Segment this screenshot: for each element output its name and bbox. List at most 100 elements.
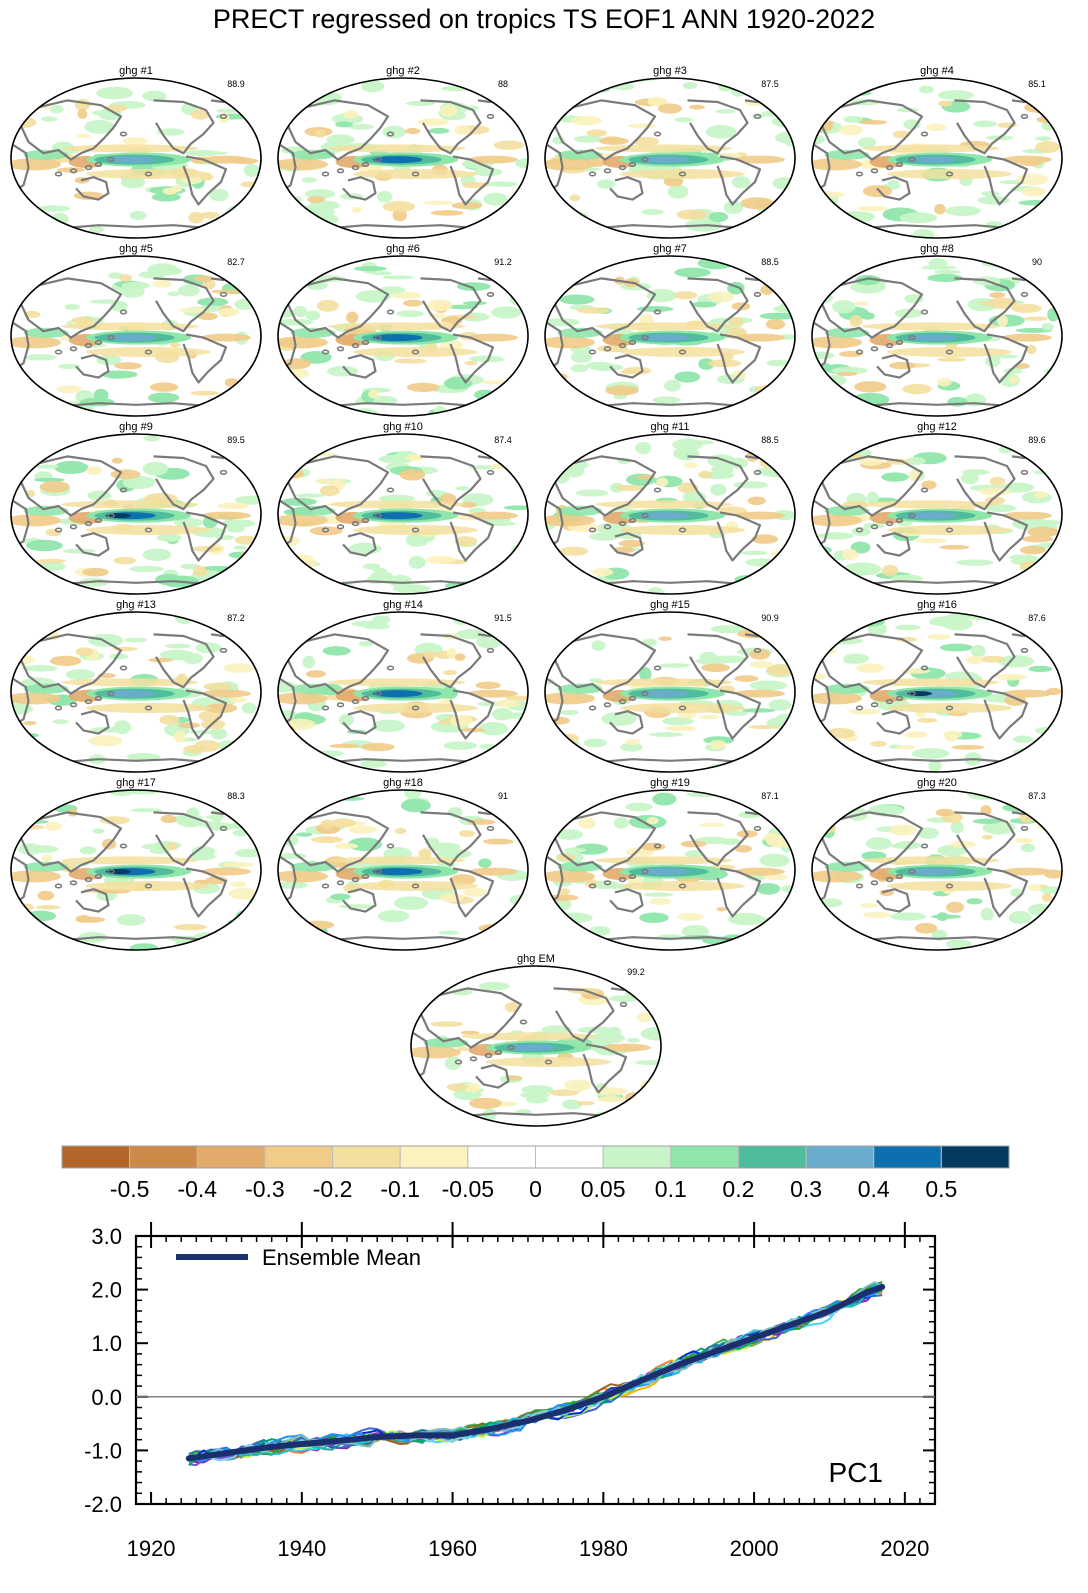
coastlines: [12, 798, 233, 942]
colorbar-label: 0.05: [581, 1176, 626, 1202]
x-tick-label: 1920: [127, 1536, 176, 1561]
coastlines: [546, 620, 767, 764]
map-score: 87.2: [227, 613, 245, 623]
colorbar-label: 0.3: [790, 1176, 822, 1202]
map-score: 82.7: [227, 257, 245, 267]
colorbar-label: -0.5: [110, 1176, 150, 1202]
map-title: ghg #10: [383, 421, 423, 433]
map-panel: ghg #20 87.3: [811, 777, 1063, 951]
colorbar-label: 0: [529, 1176, 542, 1202]
map-title: ghg #9: [119, 421, 153, 433]
precip-field: [545, 612, 795, 772]
map-panel: ghg #8 90: [811, 243, 1063, 417]
x-tick-label: 2000: [730, 1536, 779, 1561]
map-title: ghg #6: [386, 243, 420, 255]
coastlines: [412, 974, 633, 1118]
colorbar-label: -0.1: [380, 1176, 420, 1202]
map-title: ghg #1: [119, 65, 153, 77]
colorbar-label: -0.3: [245, 1176, 285, 1202]
colorbar-label: 0.5: [925, 1176, 957, 1202]
map-title: ghg #17: [116, 777, 156, 789]
map-score: 88.5: [761, 257, 779, 267]
y-tick-label: 2.0: [91, 1278, 122, 1303]
precip-field: [11, 434, 261, 589]
y-tick-label: 0.0: [91, 1385, 122, 1410]
map-panel: ghg #9 89.5: [10, 421, 262, 595]
map-score: 89.6: [1028, 435, 1046, 445]
colorbar-swatch: [332, 1145, 401, 1169]
map-panel: ghg #19 87.1: [544, 777, 796, 951]
x-tick-label: 2020: [880, 1536, 929, 1561]
colorbar-label: -0.05: [442, 1176, 494, 1202]
map-title: ghg #8: [920, 243, 954, 255]
map-score: 90.9: [761, 613, 779, 623]
map-border: [811, 611, 1063, 773]
map-panel: ghg EM 99.2: [410, 953, 662, 1127]
map-border: [811, 433, 1063, 595]
precip-field: [278, 256, 528, 416]
map-border: [10, 77, 262, 239]
colorbar-swatch: [805, 1145, 875, 1169]
y-tick-label: -2.0: [84, 1492, 122, 1517]
map-title: ghg EM: [517, 953, 555, 965]
map-border: [277, 433, 529, 595]
map-score: 88.5: [761, 435, 779, 445]
precip-field: [545, 78, 795, 232]
map-border: [410, 965, 662, 1127]
map-panel: ghg #3 87.5: [544, 65, 796, 239]
map-border: [811, 77, 1063, 239]
colorbar-swatch: [399, 1145, 469, 1169]
map-score: 91: [498, 791, 508, 801]
map-score: 87.5: [761, 79, 779, 89]
y-tick-label: 3.0: [91, 1224, 122, 1249]
map-title: ghg #5: [119, 243, 153, 255]
map-title: ghg #13: [116, 599, 156, 611]
map-score: 88.3: [227, 791, 245, 801]
x-tick-label: 1980: [579, 1536, 628, 1561]
x-tick-label: 1960: [428, 1536, 477, 1561]
map-panel: ghg #14 91.5: [277, 599, 529, 773]
map-panel: ghg #4 85.1: [811, 65, 1063, 239]
map-panel: ghg #6 91.2: [277, 243, 529, 417]
map-title: ghg #3: [653, 65, 687, 77]
colorbar-swatch: [196, 1145, 266, 1169]
map-score: 89.5: [227, 435, 245, 445]
map-panel: ghg #2 88: [277, 65, 529, 239]
pc1-annotation: PC1: [829, 1457, 883, 1488]
map-score: 87.6: [1028, 613, 1046, 623]
map-panel: ghg #15 90.9: [544, 599, 796, 773]
map-border: [277, 611, 529, 773]
colorbar-label: -0.2: [313, 1176, 353, 1202]
map-panel: ghg #13 87.2: [10, 599, 262, 773]
coastlines: [12, 86, 233, 230]
precip-field: [545, 791, 795, 945]
colorbar-label: 0.1: [655, 1176, 687, 1202]
y-tick-label: 1.0: [91, 1331, 122, 1356]
map-title: ghg #15: [650, 599, 690, 611]
map-border: [544, 433, 796, 595]
map-score: 85.1: [1028, 79, 1046, 89]
map-panel: ghg #5 82.7: [10, 243, 262, 417]
colorbar-swatch: [129, 1145, 198, 1169]
map-panel: ghg #1 88.9: [10, 65, 262, 239]
colorbar-swatch: [873, 1145, 942, 1169]
map-score: 87.4: [494, 435, 512, 445]
coastlines: [813, 620, 1034, 764]
map-panel: ghg #18 91: [277, 777, 529, 951]
coastlines: [279, 442, 500, 586]
map-title: ghg #11: [651, 421, 690, 433]
map-panel: ghg #7 88.5: [544, 243, 796, 417]
map-border: [811, 255, 1063, 417]
map-border: [10, 433, 262, 595]
map-score: 87.3: [1028, 791, 1046, 801]
colorbar-label: -0.4: [177, 1176, 217, 1202]
map-title: ghg #2: [386, 65, 420, 77]
map-border: [544, 611, 796, 773]
colorbar-label: 0.2: [722, 1176, 754, 1202]
map-score: 88.9: [227, 79, 245, 89]
map-title: ghg #19: [650, 777, 690, 789]
map-border: [277, 789, 529, 951]
map-title: ghg #14: [383, 599, 423, 611]
map-title: ghg #16: [917, 599, 957, 611]
